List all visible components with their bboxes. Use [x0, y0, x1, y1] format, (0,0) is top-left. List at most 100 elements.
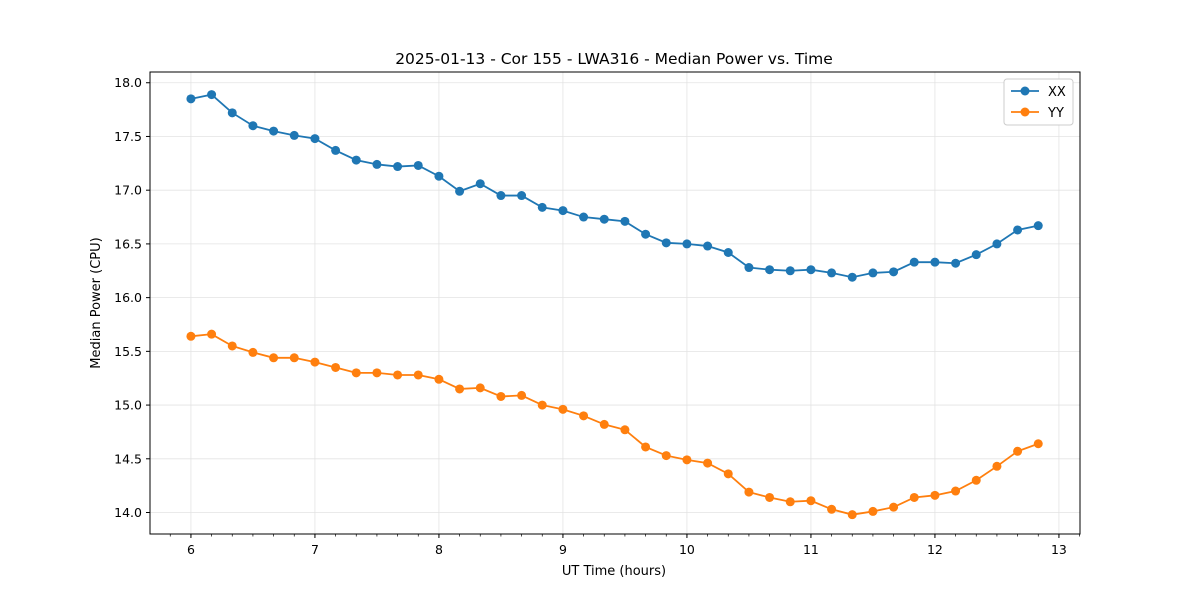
series-layer: [186, 90, 1043, 520]
data-point-yy: [827, 504, 837, 514]
x-tick-label: 11: [803, 542, 819, 557]
data-point-yy: [765, 492, 775, 502]
data-point-yy: [661, 451, 671, 461]
data-point-xx: [889, 267, 899, 277]
data-point-yy: [372, 368, 382, 378]
data-point-xx: [620, 216, 630, 226]
data-point-xx: [248, 121, 258, 131]
data-point-xx: [992, 239, 1002, 249]
x-tick-label: 10: [679, 542, 695, 557]
data-point-xx: [475, 179, 485, 189]
data-point-xx: [930, 257, 940, 267]
y-tick-label: 16.0: [114, 290, 142, 305]
plot-frame: [149, 71, 1081, 535]
data-point-yy: [475, 383, 485, 393]
data-point-xx: [537, 202, 547, 212]
data-point-yy: [558, 404, 568, 414]
legend-marker-xx: [1020, 86, 1030, 96]
data-point-yy: [517, 390, 527, 400]
data-point-yy: [909, 492, 919, 502]
data-point-xx: [599, 214, 609, 224]
data-point-yy: [455, 384, 465, 394]
data-point-yy: [248, 347, 258, 357]
y-tick-label: 16.5: [114, 236, 142, 251]
data-point-yy: [351, 368, 361, 378]
data-point-yy: [889, 502, 899, 512]
legend-marker-yy: [1020, 107, 1030, 117]
grid: [150, 72, 1080, 534]
y-axis: 14.0 14.5 15.0 15.5 16.0 16.5 17.0 17.5 18.0: [114, 75, 150, 520]
legend: XX YY: [1003, 78, 1074, 126]
data-point-yy: [331, 362, 341, 372]
x-tick-label: 9: [559, 542, 567, 557]
y-tick-label: 14.5: [114, 451, 142, 466]
data-point-xx: [827, 268, 837, 278]
legend-label-yy: YY: [1047, 106, 1064, 121]
data-point-yy: [723, 469, 733, 479]
y-tick-label: 17.0: [114, 183, 142, 198]
data-point-xx: [723, 248, 733, 258]
data-point-yy: [434, 374, 444, 384]
data-point-xx: [703, 241, 713, 251]
data-point-xx: [806, 265, 816, 275]
data-point-xx: [868, 268, 878, 278]
x-tick-label: 12: [927, 542, 943, 557]
data-point-xx: [289, 130, 299, 140]
data-point-yy: [951, 486, 961, 496]
data-point-yy: [537, 400, 547, 410]
data-point-xx: [455, 186, 465, 196]
data-point-xx: [269, 126, 279, 136]
data-point-yy: [207, 329, 217, 339]
data-point-yy: [682, 455, 692, 465]
data-point-xx: [186, 94, 196, 104]
data-point-yy: [186, 331, 196, 341]
data-point-yy: [930, 490, 940, 500]
data-point-yy: [310, 357, 320, 367]
x-tick-label: 8: [435, 542, 443, 557]
x-axis-label: UT Time (hours): [562, 564, 666, 579]
data-point-yy: [992, 461, 1002, 471]
data-point-yy: [579, 411, 589, 421]
y-tick-label: 17.5: [114, 129, 142, 144]
data-point-xx: [909, 257, 919, 267]
data-point-xx: [434, 171, 444, 181]
data-point-yy: [393, 370, 403, 380]
data-point-xx: [765, 265, 775, 275]
data-point-yy: [847, 510, 857, 520]
y-axis-label: Median Power (CPU): [89, 237, 104, 368]
data-point-xx: [1033, 221, 1043, 231]
data-point-xx: [351, 155, 361, 165]
data-point-xx: [558, 206, 568, 216]
data-point-xx: [331, 145, 341, 155]
data-point-yy: [785, 497, 795, 507]
data-point-yy: [269, 353, 279, 363]
data-point-xx: [310, 134, 320, 144]
y-tick-label: 15.0: [114, 398, 142, 413]
y-tick-label: 18.0: [114, 75, 142, 90]
data-point-yy: [868, 506, 878, 516]
data-point-xx: [971, 250, 981, 260]
data-point-xx: [393, 162, 403, 172]
data-point-yy: [971, 475, 981, 485]
data-point-xx: [227, 108, 237, 118]
data-point-xx: [951, 258, 961, 268]
data-point-xx: [1013, 225, 1023, 235]
data-point-xx: [496, 191, 506, 201]
data-point-yy: [620, 425, 630, 435]
x-tick-label: 7: [311, 542, 319, 557]
data-point-xx: [372, 159, 382, 169]
data-point-xx: [413, 160, 423, 170]
data-point-xx: [847, 272, 857, 282]
data-point-xx: [517, 191, 527, 201]
data-point-yy: [227, 341, 237, 351]
legend-label-xx: XX: [1048, 85, 1066, 100]
data-point-yy: [641, 442, 651, 452]
data-point-xx: [661, 238, 671, 248]
data-point-yy: [496, 391, 506, 401]
data-point-xx: [579, 212, 589, 222]
data-point-yy: [413, 370, 423, 380]
data-point-xx: [744, 263, 754, 273]
data-point-xx: [641, 229, 651, 239]
